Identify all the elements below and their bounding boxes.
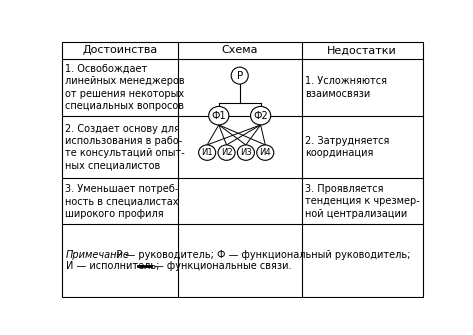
Text: Достоинства: Достоинства xyxy=(82,45,158,55)
Text: 2. Создает основу для
использования в рабо-
те консультаций опыт-
ных специалист: 2. Создает основу для использования в ра… xyxy=(65,124,185,171)
Text: 1. Освобождает
линейных менеджеров
от решения некоторых
специальных вопросов: 1. Освобождает линейных менеджеров от ре… xyxy=(65,64,185,111)
Ellipse shape xyxy=(251,107,271,125)
Text: 3. Уменьшает потреб-
ность в специалистах
широкого профиля: 3. Уменьшает потреб- ность в специалиста… xyxy=(65,184,179,218)
Text: И3: И3 xyxy=(240,148,252,157)
Ellipse shape xyxy=(257,145,274,160)
Text: И — исполнитель;: И — исполнитель; xyxy=(66,261,159,271)
Text: Р: Р xyxy=(236,71,243,81)
Ellipse shape xyxy=(199,145,216,160)
Text: 3. Проявляется
тенденция к чрезмер-
ной централизации: 3. Проявляется тенденция к чрезмер- ной … xyxy=(305,184,420,218)
Ellipse shape xyxy=(218,145,235,160)
Ellipse shape xyxy=(231,67,248,84)
Text: 1. Усложняются
взаимосвязи: 1. Усложняются взаимосвязи xyxy=(305,76,387,99)
Text: 2. Затрудняется
координация: 2. Затрудняется координация xyxy=(305,136,389,158)
Text: Ф2: Ф2 xyxy=(253,111,268,121)
Text: : Р — руководитель; Ф — функциональный руководитель;: : Р — руководитель; Ф — функциональный р… xyxy=(110,250,410,260)
Text: И1: И1 xyxy=(201,148,213,157)
Text: — функциональные связи.: — функциональные связи. xyxy=(154,261,291,271)
Ellipse shape xyxy=(237,145,254,160)
Text: Примечание: Примечание xyxy=(66,250,130,260)
Ellipse shape xyxy=(209,107,229,125)
Text: И2: И2 xyxy=(221,148,232,157)
Text: И4: И4 xyxy=(260,148,271,157)
Text: Недостатки: Недостатки xyxy=(327,45,397,55)
Text: Ф1: Ф1 xyxy=(211,111,226,121)
Text: Схема: Схема xyxy=(221,45,258,55)
